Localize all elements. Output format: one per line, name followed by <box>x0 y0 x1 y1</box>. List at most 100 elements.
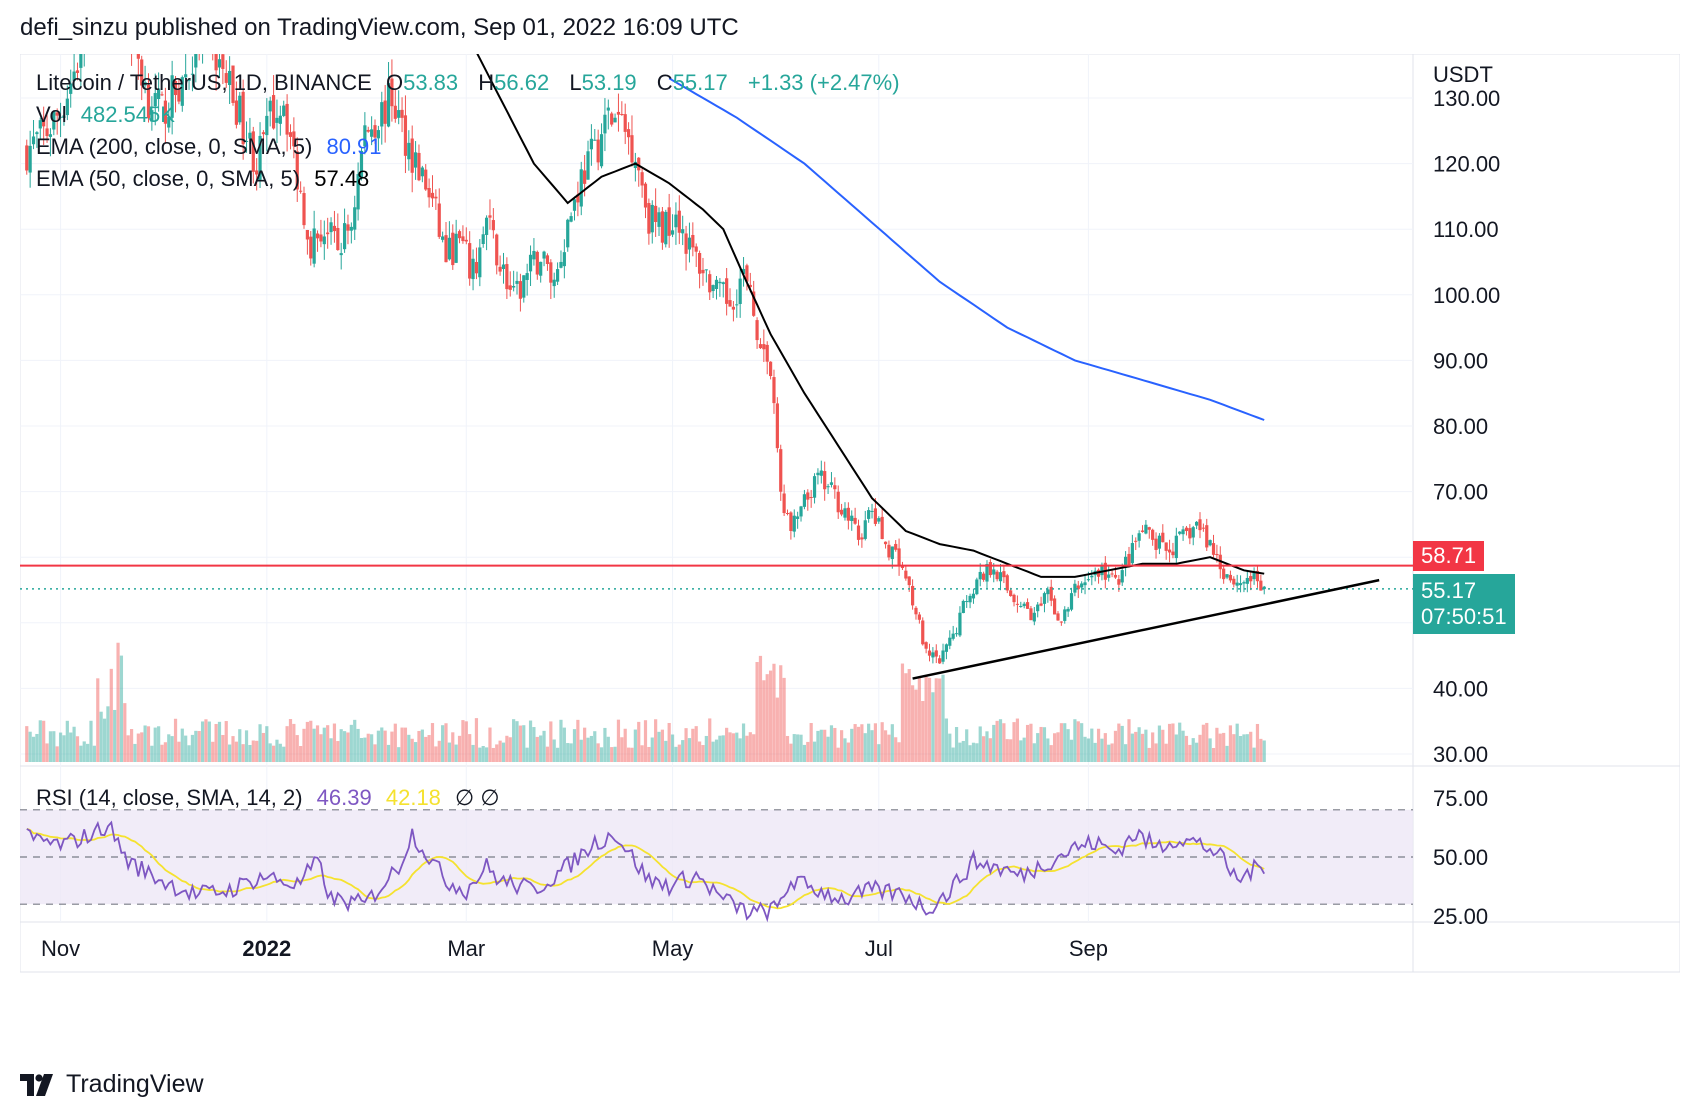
candle-body <box>471 258 475 280</box>
rsi-label[interactable]: RSI (14, close, SMA, 14, 2) <box>36 785 303 810</box>
volume-bar <box>667 722 671 762</box>
candle-body <box>1046 589 1050 595</box>
candle-body <box>1222 568 1226 580</box>
volume-bar <box>596 743 600 762</box>
candle-body <box>140 59 144 86</box>
volume-bar <box>1015 718 1020 762</box>
volume-bar <box>1042 727 1047 762</box>
candle-body <box>1039 603 1043 606</box>
candle-body <box>1056 613 1060 621</box>
candle-body <box>167 116 171 128</box>
volume-bar <box>194 730 198 762</box>
rsi-ma-line <box>26 828 1265 910</box>
volume-bar <box>292 723 296 762</box>
candle-body <box>911 585 915 606</box>
volume-bar <box>1249 731 1253 762</box>
candle-body <box>312 228 316 264</box>
volume-bar <box>136 733 140 762</box>
volume-bar <box>1025 724 1030 762</box>
candle-body <box>35 132 39 135</box>
ema200-legend: EMA (200, close, 0, SMA, 5) 80.91 <box>36 134 390 160</box>
candle-body <box>403 115 408 156</box>
candle-body <box>190 73 195 75</box>
candle-body <box>1215 553 1219 556</box>
candle-body <box>826 486 830 488</box>
volume-bar <box>532 727 536 762</box>
volume-bar <box>850 728 854 762</box>
volume-bar <box>978 726 982 762</box>
volume-bar <box>1154 743 1158 762</box>
volume-bar <box>204 719 208 762</box>
candle-body <box>958 612 962 636</box>
candle-body <box>150 110 154 122</box>
volume-bar <box>762 680 766 762</box>
volume-bar <box>1151 732 1155 762</box>
time-tick-label: 2022 <box>242 936 291 961</box>
chart-area[interactable]: USDT 130.00 120.00 110.00 100.00 90.00 80.00 70… <box>20 54 1680 1054</box>
candle-body <box>288 132 293 137</box>
volume-bar <box>373 744 377 762</box>
volume-bar <box>400 727 404 762</box>
symbol-label[interactable]: Litecoin / TetherUS, 1D, BINANCE <box>36 70 372 95</box>
volume-bar <box>992 724 996 762</box>
candle-body <box>542 251 546 259</box>
volume-bar <box>1235 723 1239 762</box>
volume-bar <box>326 725 330 762</box>
candle-body <box>883 541 888 545</box>
volume-bar <box>349 724 353 762</box>
volume-bar <box>1137 727 1141 762</box>
ema50-label[interactable]: EMA (50, close, 0, SMA, 5) <box>36 166 301 191</box>
candle-body <box>146 84 151 119</box>
volume-bar <box>52 731 56 762</box>
volume-bar <box>157 726 161 762</box>
candle-body <box>397 110 401 118</box>
candle-body <box>532 250 536 260</box>
volume-bar <box>346 732 350 762</box>
volume-bar <box>741 723 746 762</box>
volume-bar <box>221 734 225 762</box>
candle-body <box>393 105 397 119</box>
candle-body <box>495 234 499 266</box>
candle-body <box>674 214 678 228</box>
footer-brand[interactable]: TradingView <box>20 1070 204 1099</box>
candle-body <box>606 107 610 111</box>
volume-bar <box>542 730 546 762</box>
volume-bar <box>731 733 736 762</box>
volume-bar <box>579 739 583 762</box>
volume-bar <box>285 726 289 762</box>
candle-body <box>170 75 174 118</box>
time-tick-label: May <box>652 936 694 961</box>
volume-bar <box>789 743 793 762</box>
candle-body <box>38 120 42 129</box>
candle-body <box>373 125 377 138</box>
volume-bar <box>288 719 293 762</box>
volume-bar <box>1100 738 1104 762</box>
publish-header: defi_sinzu published on TradingView.com,… <box>20 14 739 41</box>
volume-bar <box>390 731 394 762</box>
volume-bar <box>1046 738 1050 762</box>
volume-bar <box>224 721 228 762</box>
volume-bar <box>704 735 708 762</box>
volume-bar <box>674 746 678 762</box>
candle-body <box>1086 579 1091 581</box>
rsi-value: 46.39 <box>316 785 372 810</box>
candle-body <box>376 130 380 139</box>
candle-body <box>234 100 238 125</box>
volume-bar <box>244 730 249 762</box>
candle-body <box>518 281 522 299</box>
volume-bar <box>58 732 63 762</box>
volume-bar <box>299 746 303 762</box>
volume-bar <box>457 735 462 762</box>
volume-label[interactable]: Vol <box>36 102 67 127</box>
volume-bar <box>954 727 959 762</box>
candle-body <box>275 117 279 123</box>
volume-bar <box>228 744 232 762</box>
candle-body <box>386 83 391 127</box>
volume-bar <box>1134 731 1138 762</box>
volume-bar <box>826 736 830 762</box>
low-label: L <box>569 70 582 95</box>
ema200-label[interactable]: EMA (200, close, 0, SMA, 5) <box>36 134 313 159</box>
volume-bar <box>1107 744 1111 762</box>
volume-bar <box>934 678 938 762</box>
